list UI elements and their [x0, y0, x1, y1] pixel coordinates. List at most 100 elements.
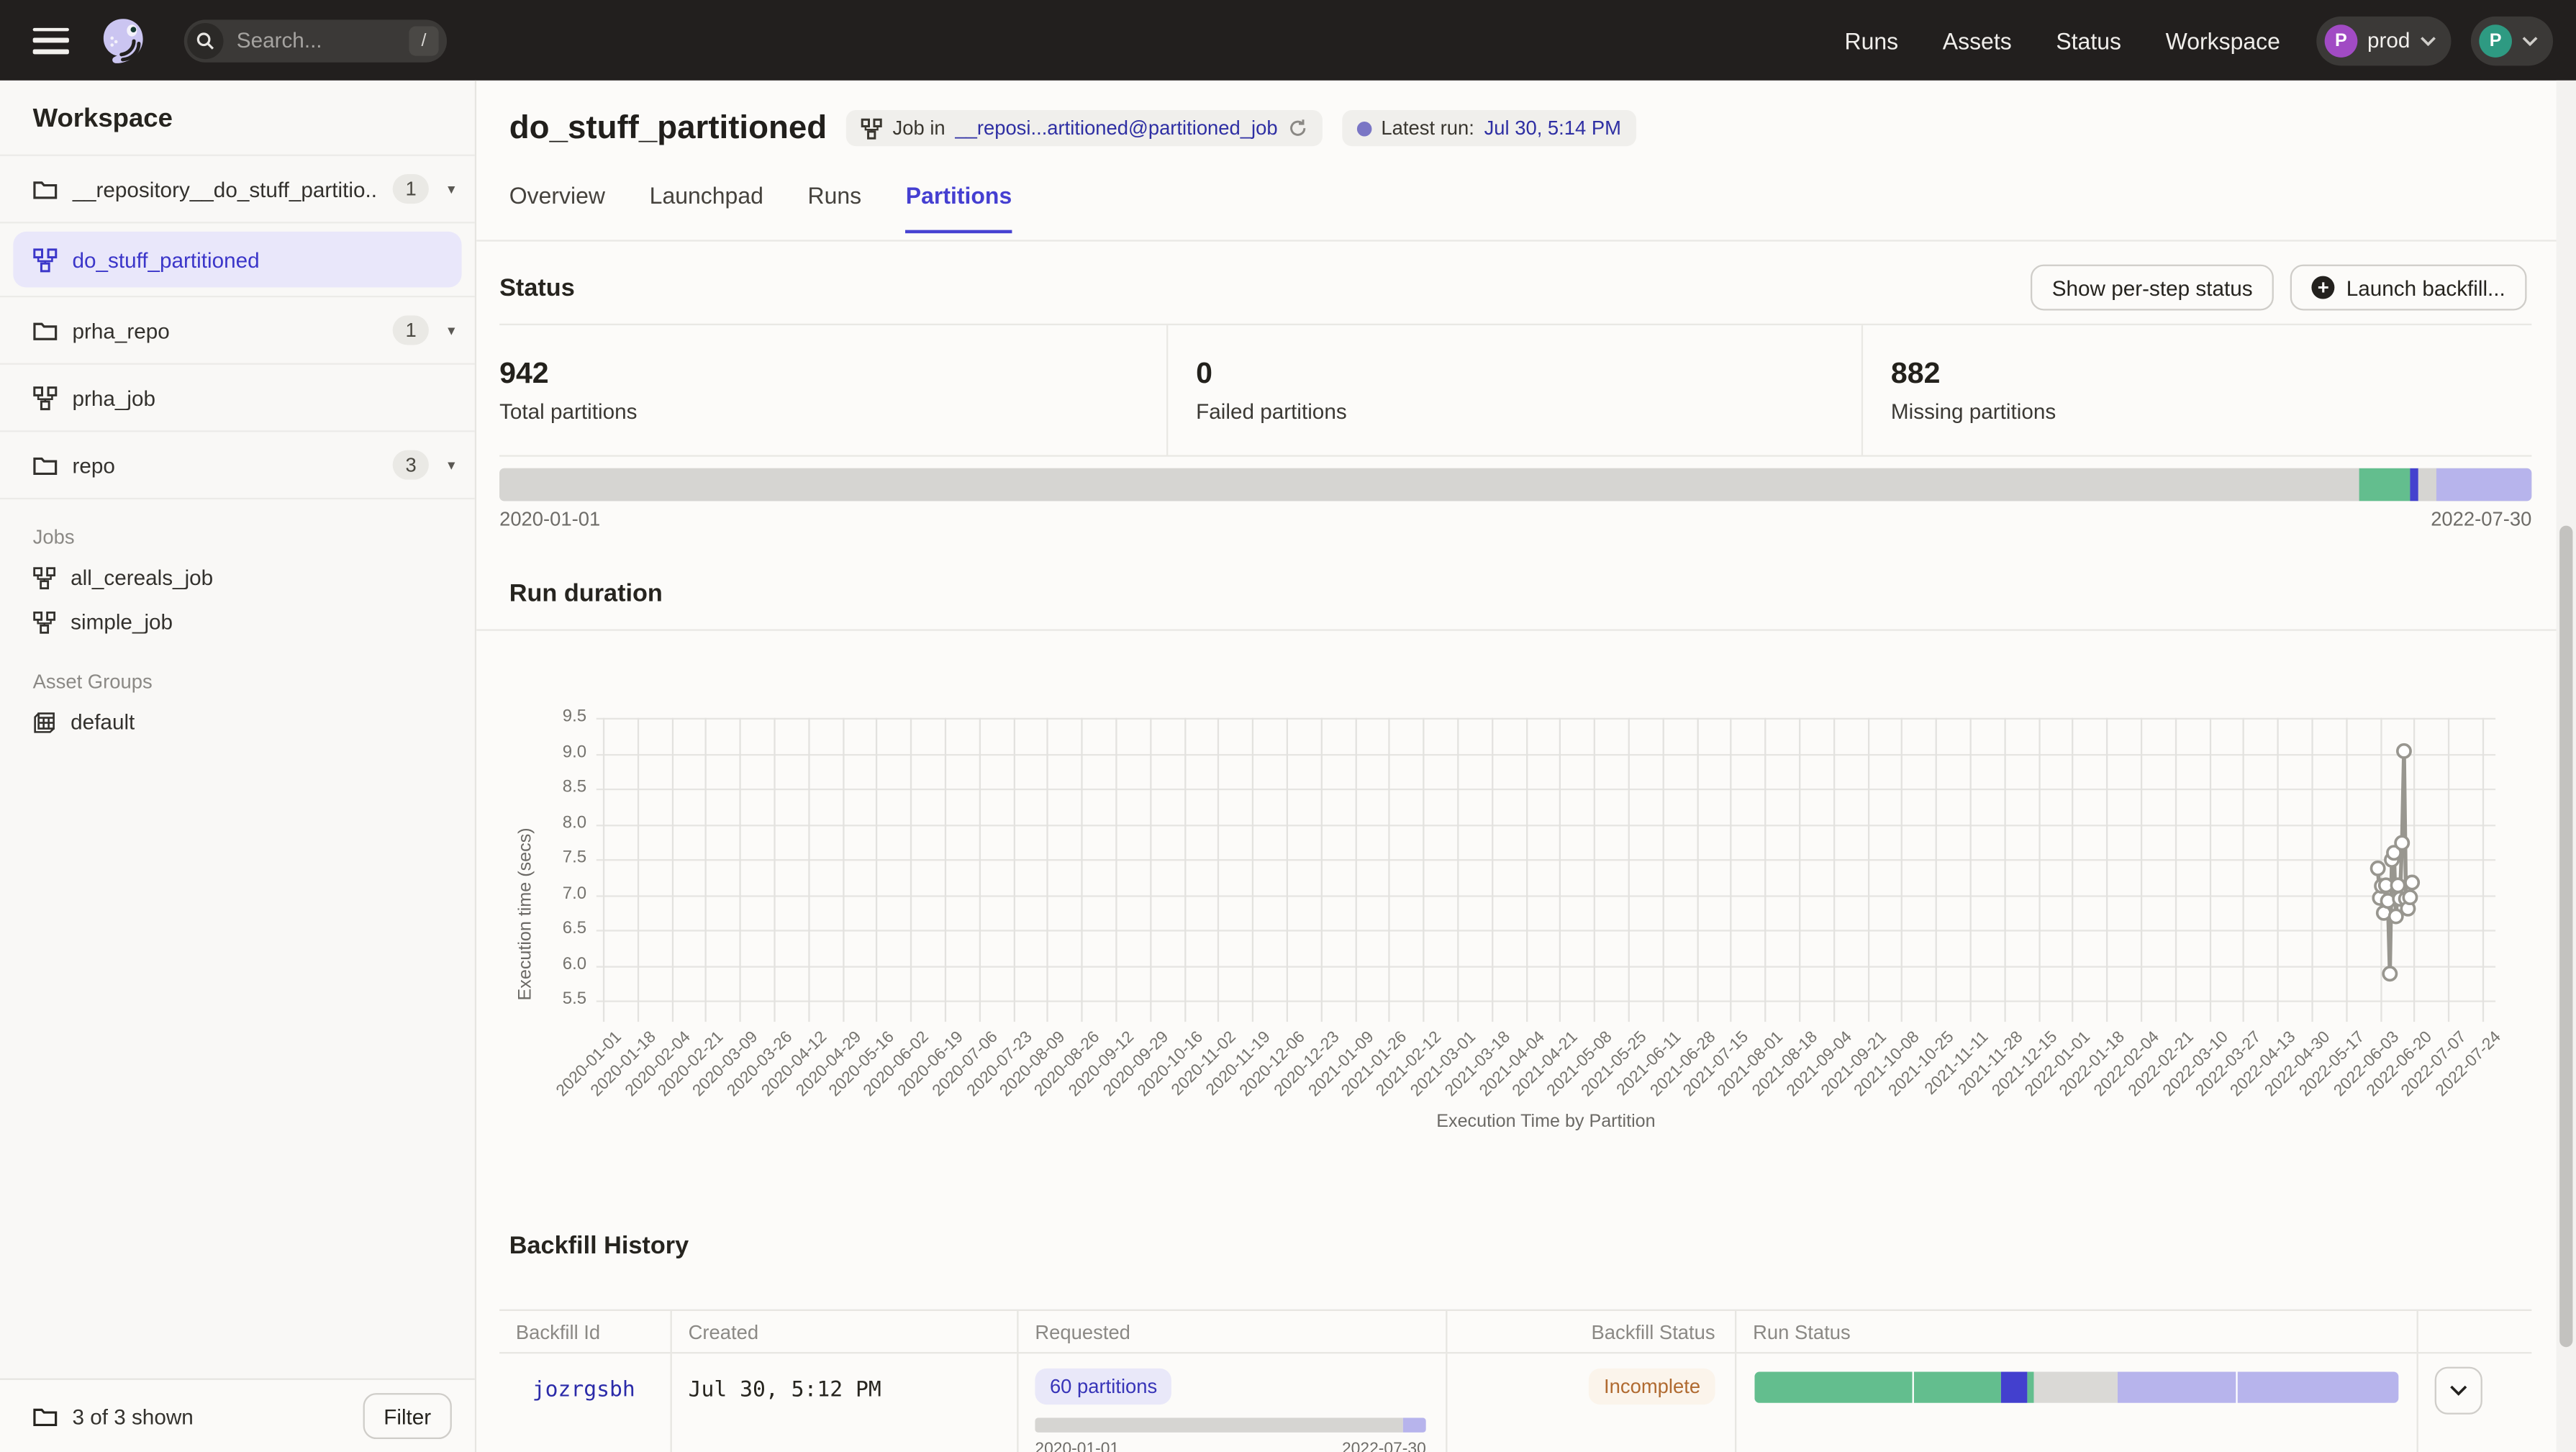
folder-icon — [33, 181, 58, 199]
sidebar-item-prha-job[interactable]: prha_job — [0, 365, 475, 432]
latest-run-link[interactable]: Jul 30, 5:14 PM — [1484, 117, 1621, 140]
chevron-down-icon[interactable]: ▾ — [448, 455, 455, 473]
tab-runs[interactable]: Runs — [807, 182, 862, 209]
x-gridline — [705, 717, 707, 1022]
user-menu[interactable]: P — [2470, 15, 2554, 65]
search-shortcut-key: / — [409, 25, 439, 55]
job-in-prefix: Job in — [892, 117, 945, 140]
main-content: do_stuff_partitioned Job in __reposi...a… — [476, 80, 2576, 1452]
execution-time-series — [2369, 743, 2421, 982]
deployment-avatar: P — [2324, 24, 2358, 57]
run-status-bar[interactable] — [1754, 1371, 2399, 1403]
bar-segment — [1754, 1371, 1913, 1403]
data-point-marker[interactable] — [2380, 893, 2396, 909]
chevron-down-icon — [2450, 1385, 2467, 1396]
data-point-marker[interactable] — [2390, 877, 2406, 894]
tab-launchpad[interactable]: Launchpad — [649, 182, 763, 209]
sidebar-item-simple-job[interactable]: simple_job — [0, 599, 475, 644]
plus-circle-icon: + — [2311, 276, 2335, 299]
data-point-marker[interactable] — [2369, 860, 2386, 876]
latest-run-label: Latest run: — [1381, 117, 1474, 140]
x-gridline — [807, 717, 810, 1022]
backfill-history-table: Backfill Id Created Requested Backfill S… — [499, 1309, 2532, 1452]
backfill-status-badge: Incomplete — [1589, 1368, 1715, 1405]
nav-link-status[interactable]: Status — [2056, 27, 2121, 54]
data-point-marker[interactable] — [2384, 852, 2400, 868]
bar-segment — [1035, 1417, 1403, 1433]
x-gridline — [1115, 717, 1117, 1022]
tab-partitions[interactable]: Partitions — [905, 182, 1012, 234]
repo-count-badge: 1 — [392, 174, 430, 204]
x-gridline — [2380, 717, 2382, 1022]
cell-actions — [2418, 1353, 2532, 1452]
data-point-marker[interactable] — [2372, 890, 2388, 906]
data-point-marker[interactable] — [2394, 835, 2411, 851]
data-point-marker[interactable] — [2387, 908, 2404, 925]
dagster-logo-icon[interactable] — [99, 16, 148, 65]
data-point-marker[interactable] — [2375, 904, 2392, 921]
x-gridline — [1833, 717, 1835, 1022]
bar-segment — [2001, 1371, 2027, 1403]
x-gridline — [944, 717, 947, 1022]
sidebar-item-do-stuff-partitioned[interactable]: do_stuff_partitioned — [13, 231, 462, 288]
data-point-marker[interactable] — [2400, 900, 2416, 917]
run-status-dot — [1356, 120, 1371, 136]
menu-icon[interactable] — [32, 27, 69, 54]
asset-groups-section-label: Asset Groups — [32, 670, 153, 694]
job-icon — [33, 566, 56, 589]
requested-partitions-badge[interactable]: 60 partitions — [1035, 1368, 1172, 1405]
cell-created: Jul 30, 5:12 PM — [672, 1353, 1019, 1452]
job-location-link[interactable]: __reposi...artitioned@partitioned_job — [955, 117, 1278, 140]
backfill-id-link[interactable]: jozrgsbh — [532, 1378, 635, 1403]
x-gridline — [876, 717, 879, 1022]
sidebar-item-repository-do-stuff[interactable]: __repository__do_stuff_partitio... 1 ▾ — [0, 156, 475, 224]
workspace-sidebar: Workspace __repository__do_stuff_partiti… — [0, 80, 477, 1452]
reload-icon[interactable] — [1287, 118, 1307, 137]
data-point-marker[interactable] — [2374, 878, 2390, 894]
data-point-marker[interactable] — [2392, 891, 2408, 907]
sidebar-item-all-cereals-job[interactable]: all_cereals_job — [0, 555, 475, 600]
data-point-marker[interactable] — [2377, 877, 2394, 894]
x-gridline — [739, 717, 742, 1022]
show-per-step-status-button[interactable]: Show per-step status — [2031, 264, 2275, 311]
tabs-divider — [476, 240, 2576, 242]
data-point-marker[interactable] — [2398, 891, 2414, 907]
data-point-marker[interactable] — [2395, 743, 2412, 759]
data-point-marker[interactable] — [2382, 966, 2398, 982]
x-gridline — [1969, 717, 1972, 1022]
folder-icon — [33, 456, 58, 474]
nav-link-assets[interactable]: Assets — [1942, 27, 2012, 54]
jobs-section-label: Jobs — [32, 525, 75, 549]
expand-row-button[interactable] — [2434, 1366, 2482, 1415]
launch-backfill-button[interactable]: + Launch backfill... — [2290, 264, 2527, 311]
x-gridline — [1935, 717, 1938, 1022]
partition-range-end: 2022-07-30 — [2431, 507, 2532, 531]
chevron-down-icon — [2421, 36, 2436, 45]
nav-link-workspace[interactable]: Workspace — [2165, 27, 2280, 54]
chevron-down-icon[interactable]: ▾ — [448, 321, 455, 338]
x-gridline — [1081, 717, 1084, 1022]
x-gridline — [2174, 717, 2177, 1022]
x-gridline — [637, 717, 639, 1022]
sidebar-item-prha-repo[interactable]: prha_repo 1 ▾ — [0, 297, 475, 365]
tab-overview[interactable]: Overview — [509, 182, 606, 209]
job-icon — [33, 386, 58, 410]
x-gridline — [1217, 717, 1220, 1022]
repo-count-badge: 3 — [392, 450, 430, 480]
data-point-marker[interactable] — [2404, 874, 2421, 891]
chevron-down-icon[interactable]: ▾ — [448, 180, 455, 196]
data-point-marker[interactable] — [2402, 889, 2418, 906]
data-point-marker[interactable] — [2386, 845, 2402, 861]
y-gridline — [596, 753, 2496, 756]
sidebar-item-repo[interactable]: repo 3 ▾ — [0, 432, 475, 500]
nav-link-runs[interactable]: Runs — [1844, 27, 1899, 54]
filter-button[interactable]: Filter — [363, 1393, 452, 1440]
x-gridline — [1252, 717, 1254, 1022]
deployment-switcher[interactable]: P prod — [2316, 15, 2452, 65]
scrollbar-thumb[interactable] — [2559, 525, 2573, 1348]
sidebar-item-default-asset-group[interactable]: default — [0, 700, 475, 745]
search-input[interactable]: Search... / — [183, 19, 448, 62]
col-backfill-id: Backfill Id — [499, 1310, 672, 1353]
partition-status-bar[interactable] — [499, 468, 2532, 502]
x-gridline — [1559, 717, 1561, 1022]
